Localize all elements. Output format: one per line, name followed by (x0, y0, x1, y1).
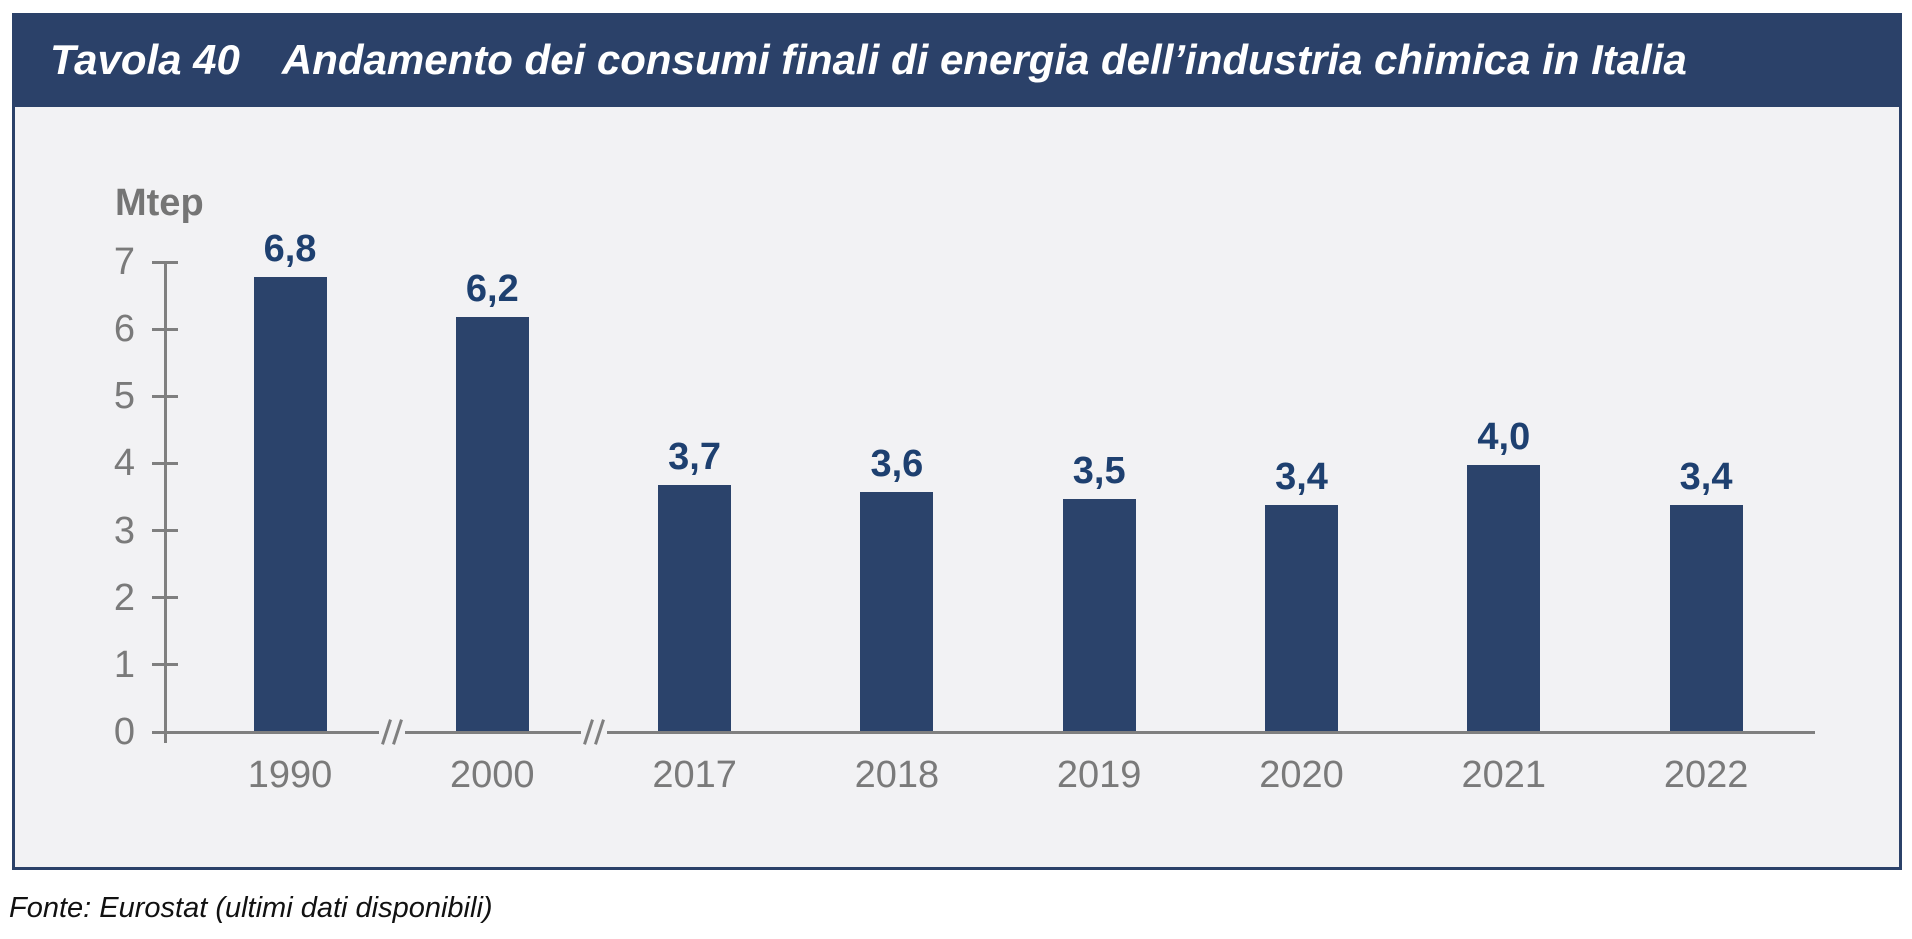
y-axis-line (163, 262, 167, 743)
axis-break-mark (582, 719, 594, 745)
x-axis-line (405, 730, 581, 734)
data-bar-2019 (1062, 498, 1136, 734)
y-axis-tick-label: 7 (113, 241, 135, 283)
y-axis-tick-label: 3 (113, 509, 135, 552)
y-axis-tick-label: 6 (113, 308, 135, 351)
axis-break-mark (391, 719, 403, 745)
bar-value-label: 3,4 (1275, 456, 1328, 499)
y-axis-tick-label: 4 (113, 442, 135, 485)
x-axis-line (607, 730, 1815, 734)
x-axis-line (163, 730, 379, 734)
y-axis-tick-label: 2 (113, 576, 135, 619)
figure-header: Tavola 40 Andamento dei consumi finali d… (12, 13, 1902, 107)
y-axis-tick-label: 0 (113, 711, 135, 753)
y-axis-tick-label: 1 (113, 643, 135, 686)
bar-value-label: 6,2 (465, 268, 519, 311)
figure-title: Andamento dei consumi finali di energia … (281, 36, 1687, 83)
bar-value-label: 3,4 (1679, 456, 1733, 499)
bar-value-label: 3,5 (1072, 449, 1126, 492)
x-axis-category-label: 2022 (1663, 754, 1749, 796)
data-bar-2020 (1265, 505, 1338, 734)
x-axis-category-label: 2019 (1056, 754, 1142, 796)
x-axis-category-label: 2018 (854, 754, 940, 796)
x-axis-category-label: 2021 (1461, 754, 1547, 796)
figure-number: Tavola 40 (50, 36, 240, 83)
data-bar-2018 (860, 491, 934, 734)
y-axis-unit-label: Mtep (115, 182, 204, 224)
x-axis-category-label: 1990 (247, 754, 333, 796)
bar-value-label: 3,7 (668, 436, 721, 479)
data-bar-2022 (1669, 505, 1743, 734)
x-axis-category-label: 2017 (652, 754, 737, 796)
x-axis-category-label: 2000 (450, 754, 535, 796)
data-bar-2021 (1467, 464, 1541, 734)
data-bar-2017 (658, 485, 732, 734)
data-bar-1990 (253, 276, 327, 734)
y-axis-tick-label: 5 (113, 375, 135, 418)
bar-value-label: 6,8 (263, 227, 317, 270)
data-bar-2000 (455, 317, 529, 734)
source-note: Fonte: Eurostat (ultimi dati disponibili… (9, 892, 493, 924)
axis-break-mark (380, 719, 392, 745)
chart-area: Mtep 0 1 2 3 4 5 6 7 6,8 1990 6,2 2000 3,7 2017 3,6 201… (12, 107, 1902, 870)
bar-value-label: 4,0 (1477, 415, 1531, 458)
axis-break-mark (593, 719, 605, 745)
x-axis-category-label: 2020 (1259, 754, 1344, 796)
bar-value-label: 3,6 (870, 442, 924, 485)
bar-chart-canvas: 0 1 2 3 4 5 6 7 6,8 1990 6,2 2000 3,7 2017 3,6 2018 3,5 2… (15, 107, 1899, 867)
